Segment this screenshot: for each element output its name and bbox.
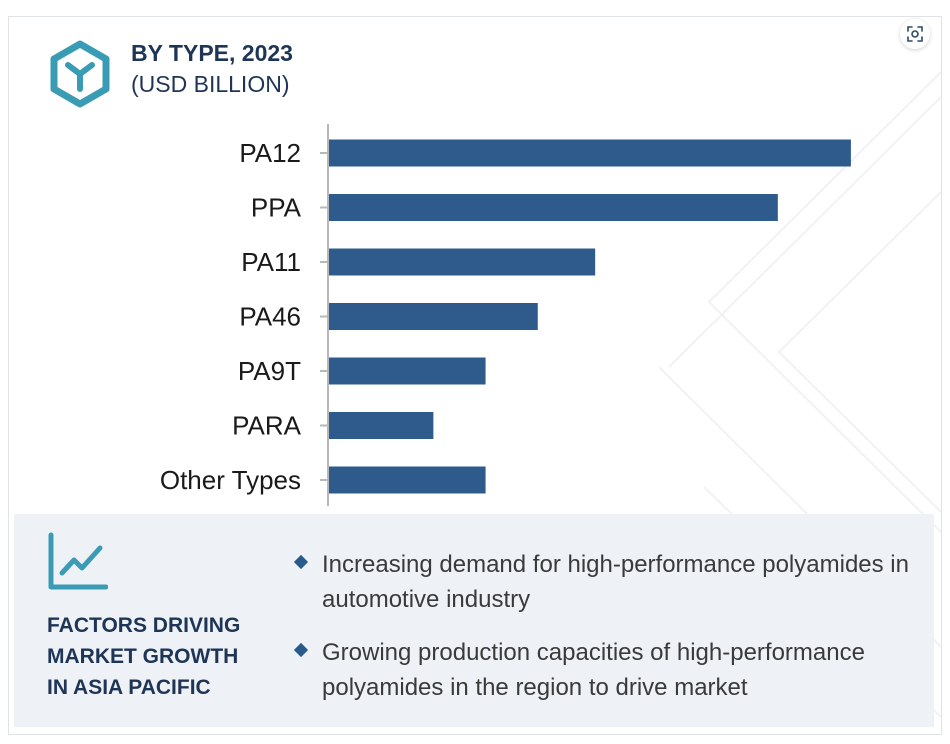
factor-text: Increasing demand for high-performance p… <box>322 551 909 613</box>
factor-item: Increasing demand for high-performance p… <box>291 547 921 617</box>
bar-pa46 <box>329 303 538 330</box>
bar-pa9t <box>329 357 486 385</box>
expand-view-icon <box>907 26 923 42</box>
bar-chart: PA12 PPA PA11 PA46 PA9T PARA Other Types <box>160 124 851 506</box>
cube-hexagon-icon <box>50 40 110 108</box>
diamond-bullet-icon <box>293 642 309 658</box>
category-label: PA12 <box>239 138 301 168</box>
category-label: PA9T <box>238 356 301 386</box>
market-card: BY TYPE, 2023 (USD BILLION) PA12 PPA PA11 P… <box>8 16 942 735</box>
bar-pa11 <box>329 248 596 276</box>
bar-ppa <box>329 194 778 221</box>
category-label: PARA <box>232 411 302 441</box>
diamond-bullet-icon <box>293 554 309 570</box>
factors-heading-line: MARKET GROWTH <box>47 645 239 668</box>
factors-heading-line: FACTORS DRIVING <box>47 614 241 637</box>
factors-list: Increasing demand for high-performance p… <box>291 547 921 723</box>
trend-line-chart-icon <box>48 532 108 590</box>
chart-subtitle: (USD BILLION) <box>131 71 290 97</box>
category-label: Other Types <box>160 465 301 495</box>
bar-pa12 <box>329 139 851 167</box>
bar-other-types <box>329 466 486 494</box>
factors-heading-line: IN ASIA PACIFIC <box>47 676 211 699</box>
category-label: PA46 <box>239 302 301 332</box>
factor-item: Growing production capacities of high-pe… <box>291 635 921 705</box>
category-label: PA11 <box>241 247 301 277</box>
bar-para <box>329 412 434 439</box>
expand-button[interactable] <box>900 19 930 49</box>
factor-text: Growing production capacities of high-pe… <box>322 639 865 701</box>
category-label: PPA <box>251 193 302 223</box>
chart-title: BY TYPE, 2023 <box>131 40 293 66</box>
growth-factors-panel: FACTORS DRIVING MARKET GROWTH IN ASIA PA… <box>14 514 934 727</box>
factors-heading: FACTORS DRIVING MARKET GROWTH IN ASIA PA… <box>47 610 277 703</box>
